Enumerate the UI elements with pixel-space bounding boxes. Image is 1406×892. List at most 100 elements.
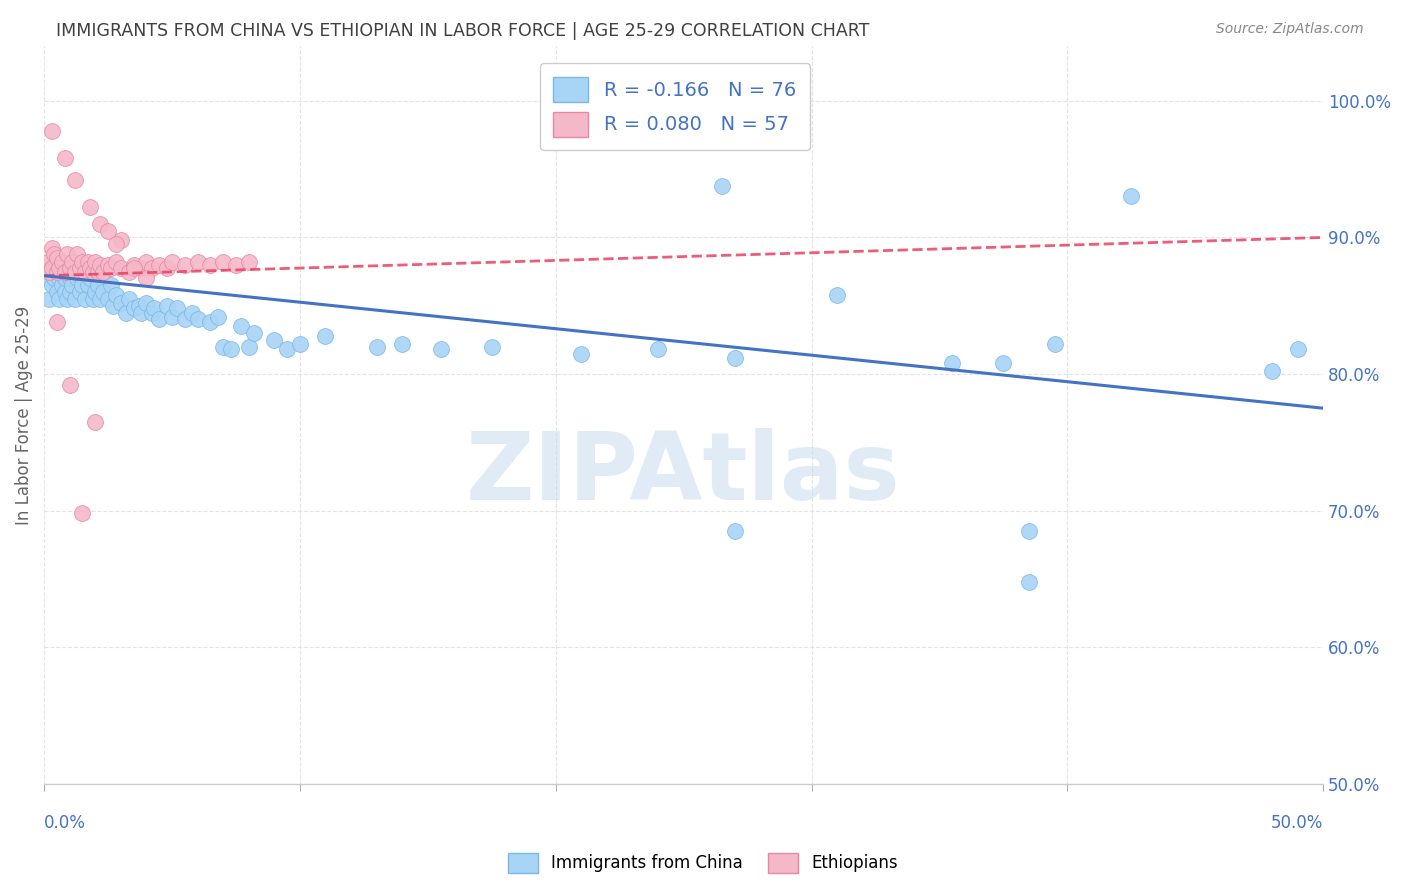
Text: Source: ZipAtlas.com: Source: ZipAtlas.com: [1216, 22, 1364, 37]
Point: [941, 356, 963, 370]
Point: [35, 255, 58, 269]
Point: [45, 264, 67, 278]
Point: [156, 299, 179, 313]
Text: ZIPAtlas: ZIPAtlas: [467, 428, 901, 520]
Point: [187, 255, 209, 269]
Point: [97, 292, 120, 306]
Point: [200, 315, 222, 329]
Point: [101, 299, 124, 313]
Point: [41, 278, 63, 293]
Point: [56, 292, 79, 306]
Point: [59, 378, 82, 392]
Point: [131, 305, 153, 319]
Point: [212, 340, 235, 354]
Text: 0.0%: 0.0%: [44, 814, 86, 832]
Point: [391, 337, 413, 351]
Text: 50.0%: 50.0%: [1271, 814, 1323, 832]
Point: [229, 319, 252, 334]
Point: [56, 247, 79, 261]
Point: [48, 292, 70, 306]
Point: [148, 258, 170, 272]
Point: [110, 233, 132, 247]
Point: [141, 260, 163, 275]
Point: [59, 260, 82, 275]
Point: [122, 301, 145, 316]
Point: [84, 415, 107, 429]
Point: [44, 247, 66, 261]
Point: [41, 124, 63, 138]
Point: [160, 310, 183, 324]
Point: [711, 178, 734, 193]
Point: [87, 264, 110, 278]
Point: [104, 288, 127, 302]
Legend: R = -0.166   N = 76, R = 0.080   N = 57: R = -0.166 N = 76, R = 0.080 N = 57: [540, 63, 810, 150]
Point: [1043, 337, 1066, 351]
Point: [160, 255, 183, 269]
Point: [135, 271, 157, 285]
Point: [84, 255, 107, 269]
Point: [117, 264, 139, 278]
Point: [45, 315, 67, 329]
Point: [63, 292, 86, 306]
Point: [315, 328, 337, 343]
Point: [91, 285, 114, 299]
Point: [48, 271, 70, 285]
Point: [100, 278, 122, 293]
Point: [97, 224, 120, 238]
Point: [60, 278, 83, 293]
Point: [135, 296, 157, 310]
Point: [72, 255, 94, 269]
Point: [72, 507, 94, 521]
Point: [148, 312, 170, 326]
Point: [122, 258, 145, 272]
Point: [212, 255, 235, 269]
Point: [276, 343, 298, 357]
Text: IMMIGRANTS FROM CHINA VS ETHIOPIAN IN LABOR FORCE | AGE 25-29 CORRELATION CHART: IMMIGRANTS FROM CHINA VS ETHIOPIAN IN LA…: [56, 22, 870, 40]
Point: [35, 271, 58, 285]
Point: [76, 255, 98, 269]
Point: [45, 285, 67, 299]
Point: [44, 271, 66, 285]
Point: [53, 285, 76, 299]
Point: [104, 255, 127, 269]
Point: [69, 285, 91, 299]
Point: [238, 340, 260, 354]
Point: [1018, 524, 1040, 538]
Point: [48, 260, 70, 275]
Point: [45, 251, 67, 265]
Point: [79, 260, 101, 275]
Point: [122, 260, 145, 275]
Point: [53, 264, 76, 278]
Point: [825, 288, 848, 302]
Point: [72, 278, 94, 293]
Point: [263, 333, 285, 347]
Point: [166, 301, 188, 316]
Point: [82, 292, 104, 306]
Point: [59, 271, 82, 285]
Point: [89, 217, 111, 231]
Point: [97, 258, 120, 272]
Point: [66, 271, 89, 285]
Point: [200, 258, 222, 272]
Point: [569, 346, 592, 360]
Point: [143, 301, 166, 316]
Point: [91, 264, 114, 278]
Point: [60, 255, 83, 269]
Point: [724, 351, 747, 365]
Point: [51, 258, 73, 272]
Point: [115, 305, 138, 319]
Point: [63, 173, 86, 187]
Point: [135, 255, 157, 269]
Point: [89, 258, 111, 272]
Point: [38, 264, 60, 278]
Point: [131, 260, 153, 275]
Y-axis label: In Labor Force | Age 25-29: In Labor Force | Age 25-29: [15, 305, 32, 524]
Point: [51, 278, 73, 293]
Point: [41, 241, 63, 255]
Point: [59, 285, 82, 299]
Point: [1286, 343, 1309, 357]
Point: [207, 310, 229, 324]
Point: [100, 260, 122, 275]
Point: [481, 340, 503, 354]
Point: [53, 271, 76, 285]
